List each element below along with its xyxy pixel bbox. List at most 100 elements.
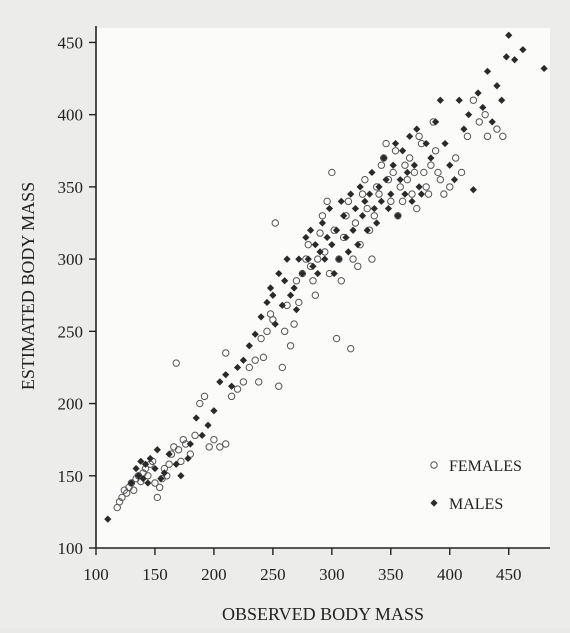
male-point bbox=[177, 472, 185, 480]
male-point bbox=[137, 457, 145, 465]
female-point bbox=[255, 378, 263, 386]
y-tick-label: 350 bbox=[58, 178, 84, 197]
female-point bbox=[191, 431, 199, 440]
male-point bbox=[511, 56, 519, 64]
male-point bbox=[391, 139, 400, 148]
female-point bbox=[387, 197, 395, 206]
male-point bbox=[295, 255, 303, 263]
x-tick-label: 450 bbox=[496, 565, 522, 584]
y-tick-label: 400 bbox=[58, 106, 84, 125]
male-point bbox=[198, 431, 206, 439]
male-point bbox=[165, 450, 173, 458]
male-point bbox=[349, 226, 357, 234]
female-point bbox=[483, 132, 492, 141]
male-point bbox=[380, 154, 388, 162]
female-point bbox=[257, 334, 265, 343]
male-point bbox=[263, 298, 271, 307]
series-males bbox=[104, 31, 548, 523]
female-point bbox=[278, 363, 287, 372]
male-point bbox=[283, 255, 291, 263]
male-point bbox=[335, 255, 343, 263]
female-point bbox=[222, 440, 230, 448]
female-point bbox=[239, 378, 248, 386]
male-point bbox=[460, 125, 468, 133]
male-point bbox=[465, 111, 473, 119]
male-point bbox=[304, 255, 312, 263]
male-point bbox=[186, 440, 194, 448]
series-females bbox=[113, 96, 507, 512]
female-point bbox=[280, 327, 289, 336]
male-point bbox=[139, 475, 147, 483]
female-point bbox=[259, 353, 268, 362]
male-point bbox=[328, 241, 336, 249]
male-point bbox=[368, 168, 376, 177]
female-point bbox=[401, 161, 409, 169]
male-point bbox=[271, 320, 279, 328]
male-point bbox=[363, 226, 371, 234]
male-point bbox=[427, 154, 435, 162]
female-point bbox=[227, 392, 236, 401]
male-point bbox=[483, 67, 492, 75]
male-point bbox=[311, 241, 319, 249]
male-point bbox=[370, 204, 378, 213]
male-point bbox=[134, 472, 143, 480]
male-point bbox=[275, 269, 283, 278]
plot-area bbox=[96, 28, 550, 548]
male-point bbox=[323, 233, 331, 242]
female-point bbox=[271, 219, 279, 227]
female-point bbox=[389, 168, 397, 177]
male-point bbox=[347, 190, 355, 198]
female-point bbox=[375, 190, 383, 198]
female-point bbox=[499, 132, 507, 141]
male-point bbox=[387, 190, 395, 198]
male-point bbox=[450, 176, 459, 184]
female-point bbox=[151, 479, 159, 487]
female-point bbox=[351, 219, 360, 227]
male-point bbox=[540, 64, 548, 73]
female-point bbox=[424, 190, 433, 198]
male-point bbox=[354, 241, 362, 249]
legend-label-females: FEMALES bbox=[449, 458, 522, 475]
male-point bbox=[415, 183, 423, 191]
female-point bbox=[233, 385, 242, 393]
female-point bbox=[165, 460, 173, 468]
male-point bbox=[361, 197, 369, 205]
female-point bbox=[434, 168, 442, 177]
male-point bbox=[365, 190, 374, 198]
female-point bbox=[347, 344, 355, 353]
male-point bbox=[382, 176, 390, 184]
female-point bbox=[275, 382, 283, 390]
male-point bbox=[222, 371, 230, 379]
female-point bbox=[153, 493, 162, 502]
legend-marker-males bbox=[430, 499, 438, 507]
female-point bbox=[427, 161, 435, 169]
x-tick-label: 200 bbox=[201, 565, 227, 584]
female-point bbox=[328, 168, 336, 177]
female-point bbox=[290, 320, 298, 328]
female-point bbox=[118, 493, 126, 502]
axes: 100 150 200 250 300 350 400 450 100 150 200 250 300 3… bbox=[58, 26, 550, 584]
female-point bbox=[304, 240, 312, 249]
female-point bbox=[493, 125, 501, 133]
male-point bbox=[493, 82, 501, 90]
y-tick-label: 100 bbox=[58, 539, 84, 558]
female-point bbox=[457, 168, 466, 177]
female-point bbox=[332, 334, 341, 343]
female-point bbox=[179, 435, 187, 444]
male-point bbox=[455, 96, 463, 104]
male-point bbox=[441, 139, 449, 148]
male-point bbox=[410, 161, 418, 169]
female-point bbox=[408, 190, 416, 198]
x-axis-label: OBSERVED BODY MASS bbox=[222, 604, 424, 624]
x-tick-label: 350 bbox=[378, 565, 404, 584]
female-point bbox=[398, 197, 407, 206]
male-point bbox=[436, 96, 444, 104]
male-point bbox=[314, 269, 322, 278]
male-point bbox=[519, 46, 527, 54]
female-point bbox=[323, 197, 331, 206]
male-point bbox=[144, 479, 152, 487]
y-tick-label: 300 bbox=[58, 250, 84, 269]
male-point bbox=[239, 356, 248, 364]
female-point bbox=[349, 255, 357, 263]
